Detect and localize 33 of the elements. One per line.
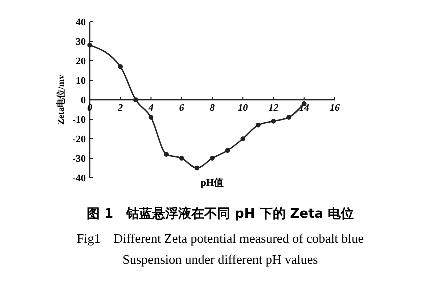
y-tick-label: 20	[76, 56, 86, 68]
point	[118, 64, 124, 70]
x-tick-label: 4	[148, 103, 154, 114]
y-tick-label: -10	[72, 115, 86, 126]
point	[286, 115, 292, 120]
y-tick-label: 10	[76, 76, 86, 87]
point	[194, 166, 200, 171]
point	[164, 152, 169, 157]
x-tick-label: 16	[330, 103, 340, 114]
point	[271, 119, 276, 124]
point	[210, 156, 215, 161]
point	[88, 43, 92, 48]
text: 图 1 钴蓝悬浮液在不同 pH 下的 Zeta 电位	[86, 206, 354, 222]
point	[148, 115, 154, 120]
y-tick-label: 0	[81, 96, 86, 106]
point	[179, 156, 184, 161]
x-tick-label: 6	[179, 103, 184, 114]
x-tick-label: 10	[238, 103, 248, 114]
x-tick-label: 12	[268, 103, 279, 114]
point	[134, 98, 138, 102]
y-tick-label: 30	[76, 37, 86, 48]
x-axis-title: pH值	[200, 177, 224, 189]
y-tick-label: -30	[72, 154, 86, 165]
point	[225, 148, 230, 154]
x-tick-label: 2	[117, 103, 124, 114]
y-axis-title: Zeta电位/mv	[56, 74, 66, 125]
point	[256, 122, 261, 128]
y-tick-label: 40	[76, 18, 86, 28]
y-tick-label: -20	[72, 134, 86, 146]
x-tick-label: 8	[210, 103, 215, 114]
point	[240, 136, 246, 142]
y-tick-label: -40	[72, 174, 86, 184]
text: Fig1 Different Zeta potential measured of cobalt blue Suspension under different pH values	[76, 231, 364, 267]
